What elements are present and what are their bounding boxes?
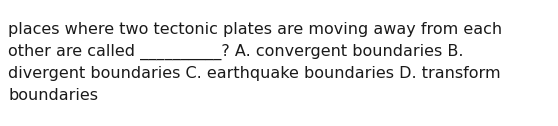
Text: places where two tectonic plates are moving away from each
other are called ____: places where two tectonic plates are mov… bbox=[8, 22, 502, 103]
